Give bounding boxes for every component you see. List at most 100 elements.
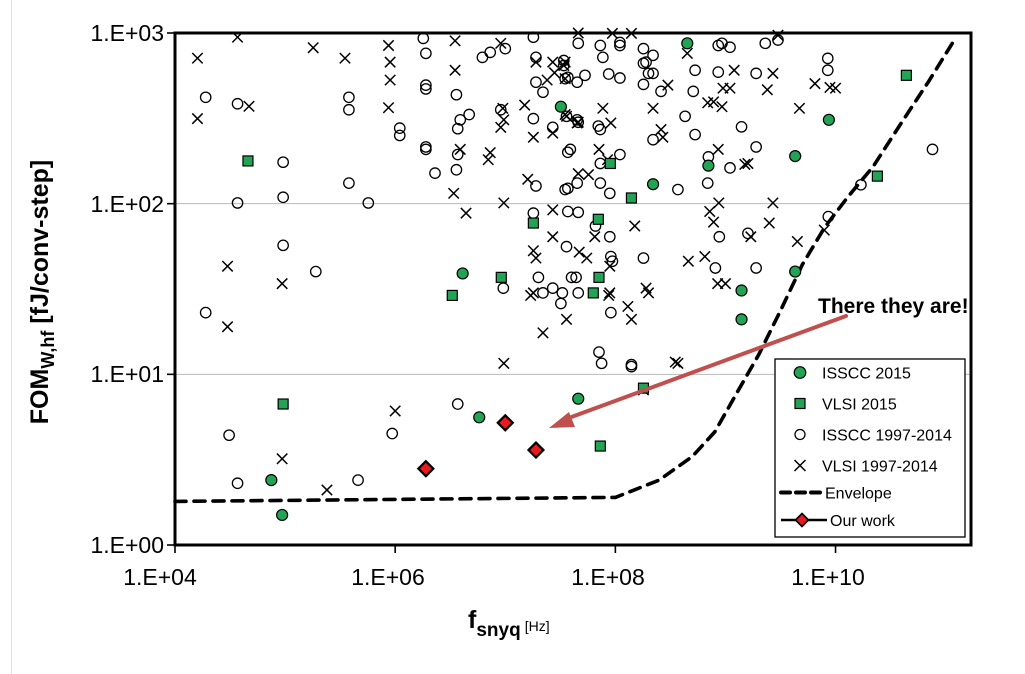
marker-vlsi-2015	[527, 217, 539, 229]
marker-vlsi-1997-2014	[447, 187, 460, 200]
marker-vlsi-1997-2014	[629, 220, 641, 232]
marker-isscc-1997-2014	[572, 37, 585, 50]
marker-isscc-1997-2014	[716, 37, 728, 50]
marker-isscc-1997-2014	[724, 162, 736, 174]
marker-vlsi-1997-2014	[622, 300, 634, 313]
marker-isscc-1997-2014	[821, 64, 834, 77]
marker-vlsi-1997-2014	[389, 405, 401, 417]
legend-label-envelope: Envelope	[825, 486, 892, 503]
marker-isscc-1997-2014	[277, 191, 289, 204]
marker-vlsi-1997-2014	[681, 47, 694, 60]
marker-vlsi-1997-2014	[560, 110, 573, 123]
marker-isscc-1997-2014	[537, 287, 549, 299]
marker-vlsi-1997-2014	[581, 252, 593, 264]
marker-vlsi-1997-2014	[602, 289, 615, 302]
marker-isscc-1997-2014	[532, 271, 545, 284]
marker-isscc-1997-2014	[572, 287, 585, 299]
marker-vlsi-1997-2014	[572, 167, 584, 180]
marker-isscc-1997-2014	[759, 37, 772, 50]
marker-isscc-1997-2014	[637, 252, 650, 264]
marker-vlsi-1997-2014	[530, 56, 542, 68]
marker-our-work	[526, 441, 546, 460]
marker-isscc-2015	[276, 508, 289, 522]
marker-vlsi-1997-2014	[589, 231, 601, 243]
marker-vlsi-1997-2014	[763, 217, 775, 229]
marker-vlsi-1997-2014	[593, 143, 605, 156]
marker-isscc-1997-2014	[537, 86, 549, 99]
marker-isscc-1997-2014	[647, 49, 659, 62]
marker-isscc-2015	[735, 284, 748, 297]
marker-vlsi-1997-2014	[719, 277, 732, 290]
marker-vlsi-1997-2014	[571, 117, 583, 129]
marker-isscc-1997-2014	[672, 183, 684, 196]
marker-isscc-1997-2014	[637, 42, 650, 55]
marker-vlsi-1997-2014	[498, 114, 510, 126]
marker-isscc-1997-2014	[712, 66, 725, 78]
marker-isscc-1997-2014	[647, 133, 659, 146]
marker-isscc-1997-2014	[614, 148, 626, 161]
marker-isscc-1997-2014	[637, 57, 650, 70]
marker-vlsi-2015	[277, 398, 289, 410]
marker-vlsi-1997-2014	[712, 143, 724, 156]
marker-vlsi-1997-2014	[606, 27, 619, 40]
legend-label-isscc-2015: ISSCC 2015	[822, 366, 911, 383]
marker-vlsi-1997-2014	[604, 260, 616, 272]
marker-isscc-1997-2014	[593, 346, 605, 358]
marker-vlsi-1997-2014	[793, 102, 806, 115]
series-isscc-2015	[265, 37, 835, 522]
marker-vlsi-2015	[871, 170, 883, 182]
marker-isscc-1997-2014	[750, 141, 762, 153]
marker-isscc-1997-2014	[594, 177, 607, 189]
gridlines	[175, 203, 971, 375]
marker-isscc-1997-2014	[603, 187, 616, 200]
marker-vlsi-1997-2014	[669, 356, 681, 368]
marker-vlsi-2015	[594, 440, 606, 452]
marker-vlsi-1997-2014	[573, 246, 585, 258]
marker-isscc-1997-2014	[689, 128, 701, 141]
marker-isscc-1997-2014	[713, 230, 726, 243]
series-isscc-1997-2014	[199, 31, 939, 490]
marker-vlsi-1997-2014	[547, 127, 559, 139]
marker-isscc-1997-2014	[484, 46, 497, 59]
marker-isscc-1997-2014	[494, 103, 507, 116]
marker-vlsi-1997-2014	[772, 29, 784, 41]
marker-vlsi-1997-2014	[484, 146, 496, 159]
marker-our-work	[416, 459, 435, 478]
marker-vlsi-1997-2014	[655, 123, 667, 136]
marker-isscc-1997-2014	[655, 85, 667, 98]
marker-vlsi-1997-2014	[243, 100, 255, 113]
marker-vlsi-2015	[604, 157, 616, 170]
marker-isscc-1997-2014	[637, 78, 650, 91]
marker-isscc-1997-2014	[595, 357, 608, 370]
marker-isscc-1997-2014	[821, 52, 834, 65]
marker-isscc-1997-2014	[527, 112, 540, 125]
marker-vlsi-1997-2014	[582, 168, 595, 181]
marker-vlsi-1997-2014	[276, 453, 288, 465]
marker-vlsi-1997-2014	[339, 52, 351, 64]
marker-isscc-1997-2014	[450, 163, 463, 176]
marker-vlsi-2015	[446, 289, 458, 302]
marker-isscc-1997-2014	[602, 68, 615, 80]
marker-isscc-2015	[681, 37, 694, 50]
marker-isscc-2015	[789, 265, 802, 278]
marker-isscc-1997-2014	[343, 177, 355, 189]
marker-our-work	[496, 413, 515, 432]
marker-isscc-1997-2014	[561, 71, 574, 84]
x-tick-label-1e6: 1.E+06	[351, 564, 425, 590]
marker-isscc-1997-2014	[199, 91, 212, 104]
marker-isscc-1997-2014	[199, 306, 212, 319]
marker-isscc-1997-2014	[386, 427, 399, 440]
legend-marker-our-work-diamond	[794, 512, 810, 528]
marker-vlsi-1997-2014	[527, 131, 540, 143]
legend-label-vlsi-2015: VLSI 2015	[822, 397, 897, 414]
marker-isscc-1997-2014	[701, 177, 714, 189]
legend-marker-vlsi-2015	[794, 397, 806, 410]
y-tick-label-1e2: 1.E+02	[90, 191, 164, 217]
marker-vlsi-1997-2014	[767, 67, 779, 80]
marker-isscc-1997-2014	[742, 227, 754, 240]
marker-isscc-2015	[822, 113, 835, 126]
marker-isscc-1997-2014	[606, 255, 619, 268]
marker-isscc-2015	[735, 313, 748, 326]
marker-isscc-1997-2014	[420, 79, 432, 91]
